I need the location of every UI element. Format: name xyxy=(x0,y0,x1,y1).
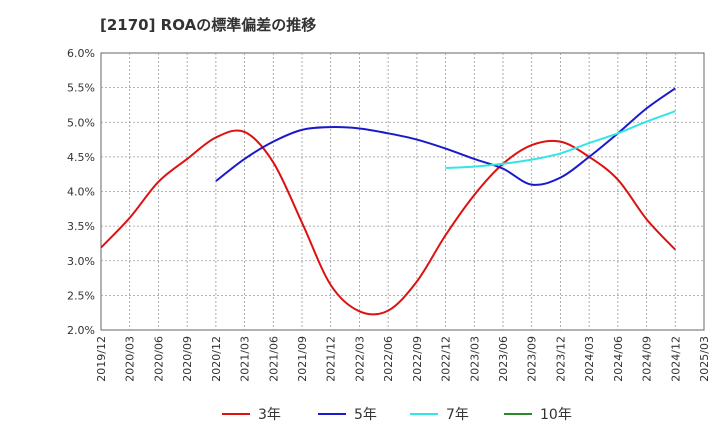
x-tick-label: 2024/09 xyxy=(641,336,654,382)
x-tick-label: 2019/12 xyxy=(95,336,108,382)
x-tick-label: 2024/12 xyxy=(669,336,682,382)
y-tick-label: 5.0% xyxy=(67,116,95,129)
legend-label: 3年 xyxy=(258,407,281,423)
x-tick-label: 2023/09 xyxy=(526,336,539,382)
legend-label: 5年 xyxy=(354,407,377,423)
x-tick-label: 2020/06 xyxy=(152,336,165,382)
x-tick-label: 2022/06 xyxy=(382,336,395,382)
series-line xyxy=(215,87,676,186)
x-tick-label: 2021/06 xyxy=(267,336,280,382)
x-tick-label: 2024/06 xyxy=(612,336,625,382)
y-tick-label: 4.0% xyxy=(67,186,95,199)
legend: 3年 5年 7年 10年 xyxy=(222,407,572,423)
x-tick-label: 2020/03 xyxy=(124,336,137,382)
x-tick-label: 2022/09 xyxy=(411,336,424,382)
x-tick-label: 2023/03 xyxy=(468,336,481,382)
x-axis-ticks: 2019/12 2020/03 2020/06 2020/09 2020/12 2021/… xyxy=(95,336,711,382)
x-tick-label: 2020/09 xyxy=(181,336,194,382)
x-tick-label: 2021/09 xyxy=(296,336,309,382)
y-tick-label: 5.5% xyxy=(67,82,95,95)
legend-label: 7年 xyxy=(446,407,469,423)
y-tick-label: 2.5% xyxy=(67,289,95,302)
y-tick-label: 3.0% xyxy=(67,255,95,268)
x-tick-label: 2020/12 xyxy=(210,336,223,382)
series-line xyxy=(100,129,677,316)
y-tick-label: 2.0% xyxy=(67,324,95,337)
x-tick-label: 2025/03 xyxy=(698,336,711,382)
x-tick-label: 2022/03 xyxy=(353,336,366,382)
x-tick-label: 2023/06 xyxy=(497,336,510,382)
x-tick-label: 2021/03 xyxy=(239,336,252,382)
y-axis-ticks: 2.0% 2.5% 3.0% 3.5% 4.0% 4.5% 5.0% 5.5% 6.0% xyxy=(67,47,95,337)
grid-lines xyxy=(101,53,704,330)
legend-label: 10年 xyxy=(540,407,572,423)
series-lines xyxy=(100,87,677,316)
y-tick-label: 4.5% xyxy=(67,151,95,164)
chart-title: [2170] ROAの標準偏差の推移 xyxy=(100,16,317,34)
x-tick-label: 2024/03 xyxy=(583,336,596,382)
y-tick-label: 6.0% xyxy=(67,47,95,60)
x-tick-label: 2022/12 xyxy=(440,336,453,382)
series-line xyxy=(445,110,676,169)
x-tick-label: 2021/12 xyxy=(325,336,338,382)
x-tick-label: 2023/12 xyxy=(554,336,567,382)
y-tick-label: 3.5% xyxy=(67,220,95,233)
